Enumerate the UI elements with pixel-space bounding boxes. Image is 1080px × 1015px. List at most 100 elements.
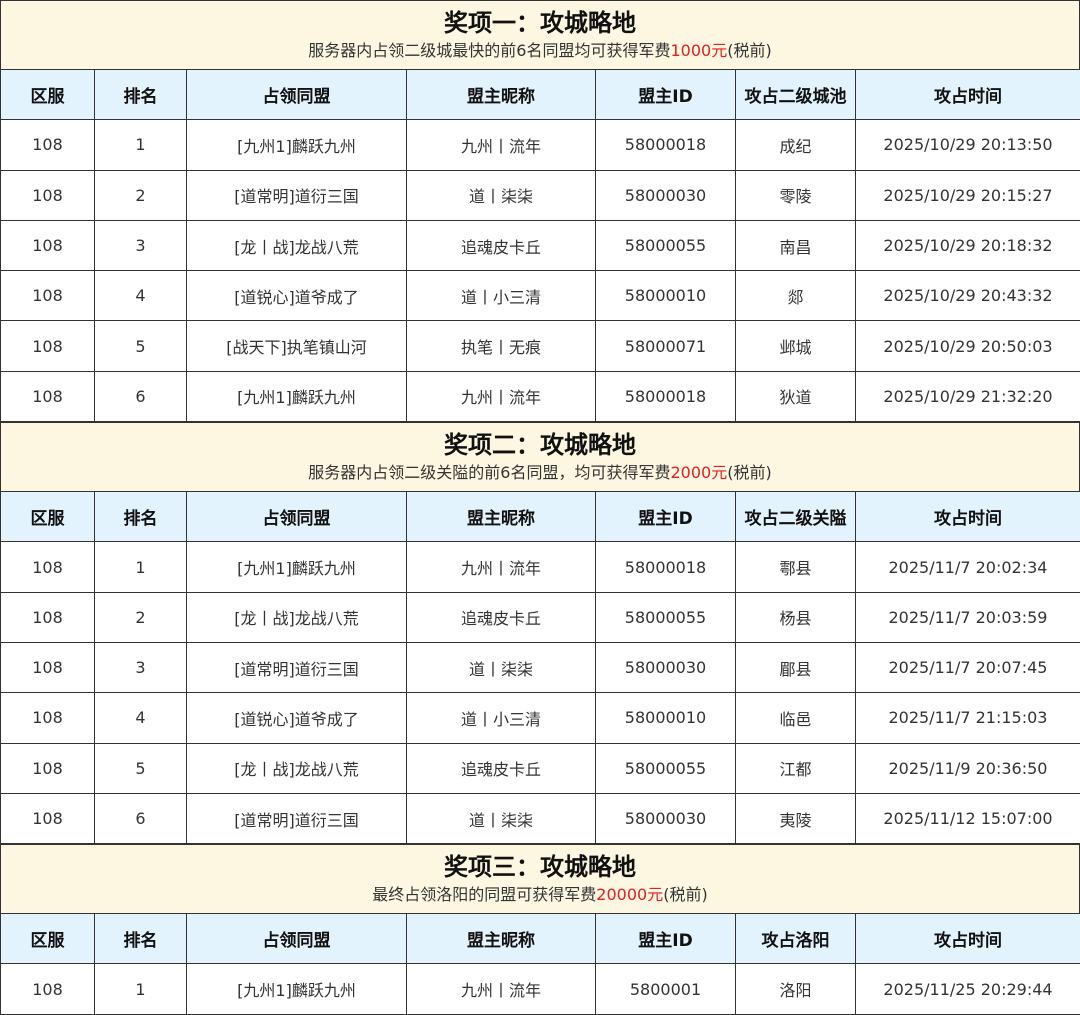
table-cell: 1 [95,120,187,170]
table-cell: 2025/11/9 20:36:50 [856,743,1080,793]
section-title: 奖项二：攻城略地 [1,429,1079,461]
table-cell: 108 [1,964,95,1014]
table-cell: 2025/11/7 20:07:45 [856,642,1080,692]
table-cell: 108 [1,120,95,170]
table-cell: 临邑 [736,693,856,743]
table-cell: 108 [1,170,95,220]
reward-amount: 20000元 [596,885,663,904]
table-cell: 58000018 [596,542,736,592]
table-cell: 零陵 [736,170,856,220]
table-cell: 2025/11/7 20:03:59 [856,592,1080,642]
table-cell: 成纪 [736,120,856,170]
table-cell: 58000055 [596,220,736,270]
table-cell: 杨县 [736,592,856,642]
table-cell: 夷陵 [736,793,856,843]
column-header: 排名 [95,70,187,120]
table-cell: [龙丨战]龙战八荒 [187,592,407,642]
table-cell: 九州丨流年 [407,964,596,1014]
column-header: 盟主ID [596,914,736,964]
table-cell: 鄠县 [736,542,856,592]
table-cell: 6 [95,371,187,421]
table-cell: 九州丨流年 [407,120,596,170]
description-text: 服务器内占领二级关隘的前6名同盟，均可获得军费 [308,463,670,482]
table-cell: 执笔丨无痕 [407,321,596,371]
table-cell: 58000010 [596,693,736,743]
table-cell: 2025/10/29 20:18:32 [856,220,1080,270]
table-cell: 2025/10/29 20:50:03 [856,321,1080,371]
table-cell: 5 [95,321,187,371]
table-cell: 南昌 [736,220,856,270]
table-cell: [道锐心]道爷成了 [187,271,407,321]
table-cell: 108 [1,371,95,421]
table-cell: 2025/11/12 15:07:00 [856,793,1080,843]
table-cell: [九州1]麟跃九州 [187,964,407,1014]
table-cell: 邺城 [736,321,856,371]
table-cell: 58000010 [596,271,736,321]
column-header: 排名 [95,914,187,964]
table-cell: 九州丨流年 [407,371,596,421]
column-header: 区服 [1,914,95,964]
column-header: 盟主ID [596,70,736,120]
table-cell: 2 [95,592,187,642]
table-cell: [道常明]道衍三国 [187,170,407,220]
table-cell: 58000018 [596,371,736,421]
column-header: 攻占时间 [856,70,1080,120]
table-cell: 58000030 [596,642,736,692]
table-cell: [龙丨战]龙战八荒 [187,220,407,270]
section-title-banner: 奖项一：攻城略地 服务器内占领二级城最快的前6名同盟均可获得军费1000元(税前… [0,0,1080,69]
table-cell: 2025/11/7 21:15:03 [856,693,1080,743]
section-description: 最终占领洛阳的同盟可获得军费20000元(税前) [1,883,1079,907]
table-cell: 58000030 [596,793,736,843]
reward-amount: 1000元 [670,41,727,60]
table-cell: 108 [1,542,95,592]
table-cell: 2025/10/29 20:15:27 [856,170,1080,220]
table-cell: 108 [1,321,95,371]
table-cell: 58000055 [596,743,736,793]
column-header: 攻占时间 [856,492,1080,542]
table-cell: 2 [95,170,187,220]
table-cell: [道常明]道衍三国 [187,793,407,843]
table-cell: 2025/10/29 20:13:50 [856,120,1080,170]
column-header: 盟主昵称 [407,914,596,964]
table-cell: 追魂皮卡丘 [407,743,596,793]
table-cell: 狄道 [736,371,856,421]
reward-amount: 2000元 [670,463,727,482]
column-header: 攻占时间 [856,914,1080,964]
table-cell: 道丨小三清 [407,271,596,321]
table-cell: 3 [95,220,187,270]
table-cell: [道常明]道衍三国 [187,642,407,692]
description-text: 最终占领洛阳的同盟可获得军费 [372,885,596,904]
column-header: 排名 [95,492,187,542]
column-header: 攻占二级关隘 [736,492,856,542]
table-cell: 58000055 [596,592,736,642]
table-cell: 追魂皮卡丘 [407,592,596,642]
table-cell: 5 [95,743,187,793]
table-cell: [道锐心]道爷成了 [187,693,407,743]
section-description: 服务器内占领二级城最快的前6名同盟均可获得军费1000元(税前) [1,39,1079,63]
table-cell: [九州1]麟跃九州 [187,120,407,170]
column-header: 区服 [1,492,95,542]
table-cell: [龙丨战]龙战八荒 [187,743,407,793]
table-cell: 道丨柒柒 [407,642,596,692]
column-header: 占领同盟 [187,70,407,120]
section-description: 服务器内占领二级关隘的前6名同盟，均可获得军费2000元(税前) [1,461,1079,485]
table-cell: 郿县 [736,642,856,692]
table-cell: 108 [1,693,95,743]
